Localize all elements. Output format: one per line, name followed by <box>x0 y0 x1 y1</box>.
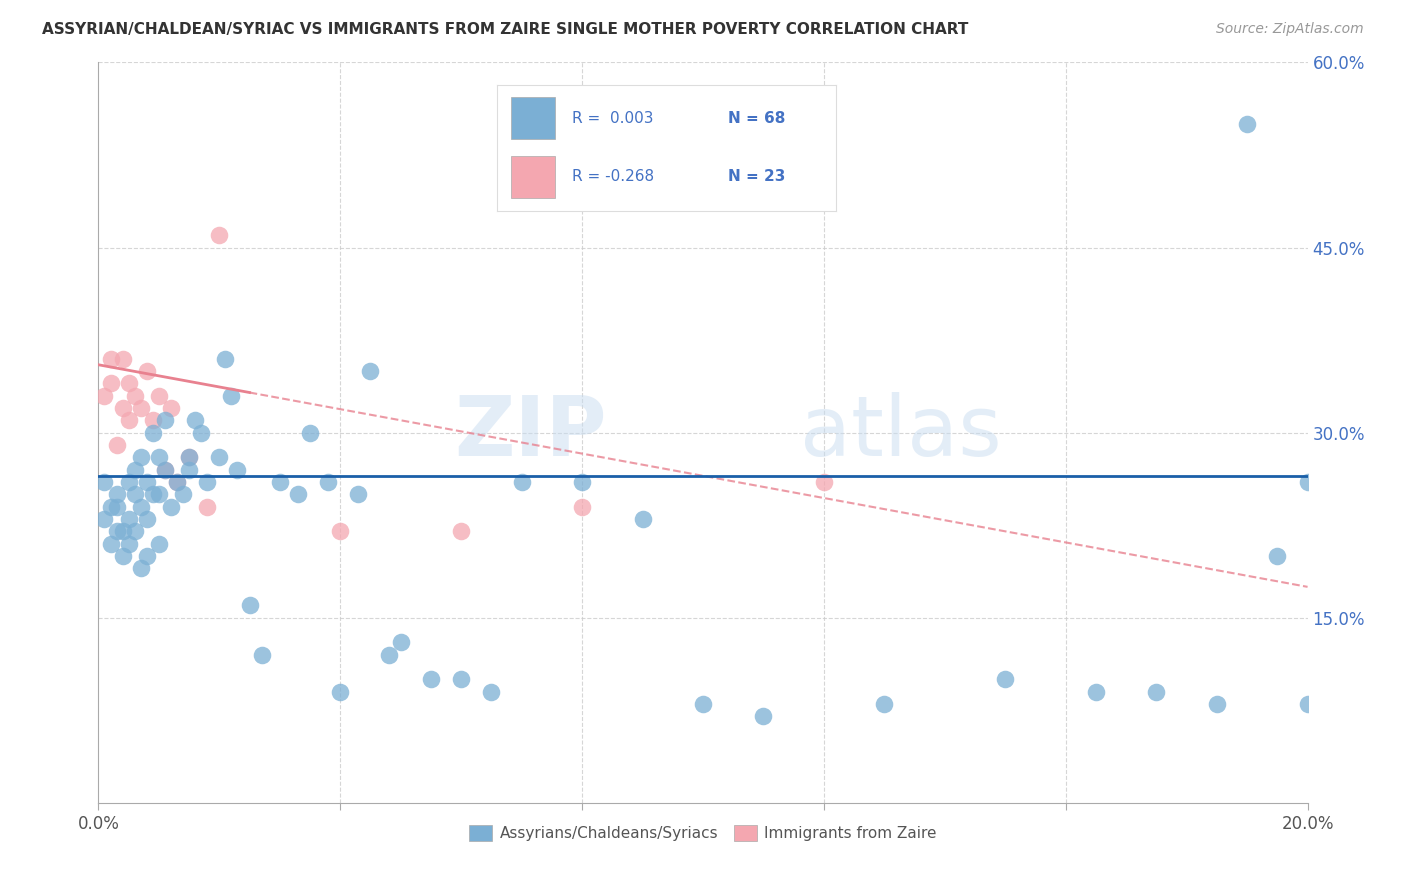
Point <box>420 673 443 687</box>
Point <box>1085 685 1108 699</box>
Point <box>148 536 170 550</box>
Point <box>153 413 176 427</box>
Point <box>226 462 249 476</box>
Point <box>1296 475 1319 489</box>
Point <box>93 475 115 489</box>
Point <box>195 500 218 514</box>
Point <box>111 524 134 539</box>
Point <box>135 475 157 489</box>
Point <box>1144 685 1167 699</box>
Point <box>100 351 122 366</box>
Point <box>184 413 207 427</box>
Point <box>148 388 170 402</box>
Point <box>160 401 183 415</box>
Point <box>752 709 775 723</box>
Point <box>221 388 243 402</box>
Point <box>172 487 194 501</box>
Point <box>153 462 176 476</box>
Point <box>450 524 472 539</box>
Point <box>142 413 165 427</box>
Point <box>287 487 309 501</box>
Point <box>994 673 1017 687</box>
Point <box>148 487 170 501</box>
Point <box>1267 549 1289 563</box>
Text: atlas: atlas <box>800 392 1001 473</box>
Point <box>360 364 382 378</box>
Point <box>160 500 183 514</box>
Point <box>510 475 533 489</box>
Point <box>389 635 412 649</box>
Point <box>631 512 654 526</box>
Point <box>129 561 152 575</box>
Point <box>135 364 157 378</box>
Point <box>208 228 231 243</box>
Point <box>873 697 896 711</box>
Point <box>129 450 152 465</box>
Point <box>329 524 352 539</box>
Point <box>100 500 122 514</box>
Point <box>692 697 714 711</box>
Point <box>105 438 128 452</box>
Point <box>129 500 152 514</box>
Point <box>347 487 370 501</box>
Point <box>299 425 322 440</box>
Point <box>166 475 188 489</box>
Point <box>124 462 146 476</box>
Point <box>124 487 146 501</box>
Point <box>179 450 201 465</box>
Point <box>450 673 472 687</box>
Point <box>118 413 141 427</box>
Point <box>105 500 128 514</box>
Point <box>105 487 128 501</box>
Point <box>118 512 141 526</box>
Text: ZIP: ZIP <box>454 392 606 473</box>
Text: ASSYRIAN/CHALDEAN/SYRIAC VS IMMIGRANTS FROM ZAIRE SINGLE MOTHER POVERTY CORRELAT: ASSYRIAN/CHALDEAN/SYRIAC VS IMMIGRANTS F… <box>42 22 969 37</box>
Point <box>129 401 152 415</box>
Point <box>111 351 134 366</box>
Point <box>118 376 141 391</box>
Point <box>124 388 146 402</box>
Point <box>208 450 231 465</box>
Point <box>214 351 236 366</box>
Text: Source: ZipAtlas.com: Source: ZipAtlas.com <box>1216 22 1364 37</box>
Point <box>316 475 339 489</box>
Point <box>166 475 188 489</box>
Point <box>118 536 141 550</box>
Point <box>124 524 146 539</box>
Point <box>135 512 157 526</box>
Point <box>111 549 134 563</box>
Point <box>142 487 165 501</box>
Point <box>179 462 201 476</box>
Point <box>571 475 593 489</box>
Point <box>813 475 835 489</box>
Point <box>142 425 165 440</box>
Point <box>153 462 176 476</box>
Point <box>377 648 399 662</box>
Point <box>190 425 212 440</box>
Point <box>481 685 503 699</box>
Point <box>329 685 352 699</box>
Point <box>118 475 141 489</box>
Point <box>179 450 201 465</box>
Point <box>1236 117 1258 131</box>
Point <box>111 401 134 415</box>
Point <box>148 450 170 465</box>
Point <box>239 599 262 613</box>
Point <box>105 524 128 539</box>
Point <box>93 388 115 402</box>
Point <box>1206 697 1229 711</box>
Point <box>100 536 122 550</box>
Point <box>93 512 115 526</box>
Point <box>135 549 157 563</box>
Point <box>250 648 273 662</box>
Point <box>571 500 593 514</box>
Legend: Assyrians/Chaldeans/Syriacs, Immigrants from Zaire: Assyrians/Chaldeans/Syriacs, Immigrants … <box>463 819 943 847</box>
Point <box>195 475 218 489</box>
Point <box>1296 697 1319 711</box>
Point <box>100 376 122 391</box>
Point <box>269 475 291 489</box>
